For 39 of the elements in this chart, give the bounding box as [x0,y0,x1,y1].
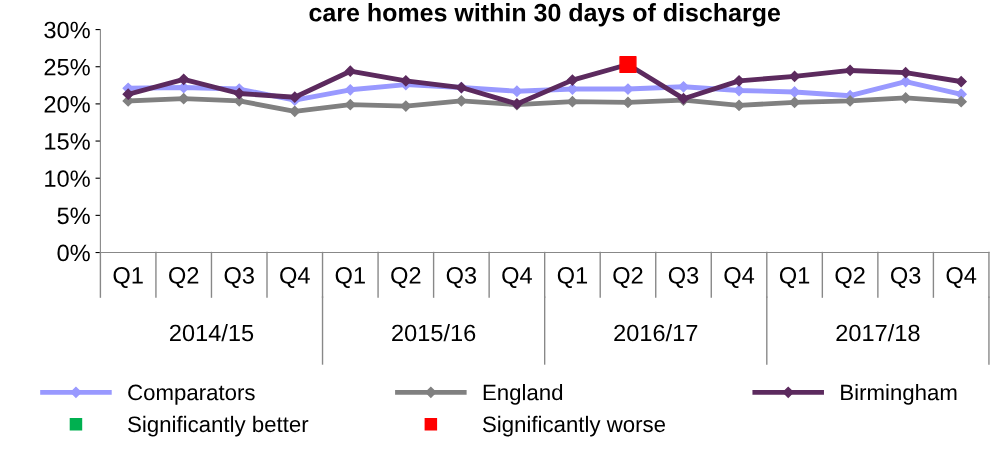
x-tick-label: Q1 [335,267,365,288]
x-tick-label: Q1 [557,267,588,288]
y-tick-label: 25% [44,58,90,76]
x-tick-label: Q3 [446,267,477,288]
point [566,74,579,86]
legend-label: England [483,384,563,405]
legend-label: Comparators [128,384,255,405]
x-tick-label: Q4 [280,267,310,288]
text: 2014/15 [169,324,254,342]
x-tick-label: Q4 [502,267,532,288]
legend-label: Birmingham [841,384,957,405]
y-tick-label: 20% [44,95,90,113]
legend-label: Significantly worse [482,415,665,437]
chart-title: care homes within 30 days of discharge [309,3,781,27]
y-tick-label: 30% [44,21,90,39]
x-tick-label: Q1 [113,267,143,288]
x-tick-label: Q3 [668,267,699,288]
point [344,65,356,77]
y-tick-label: 15% [45,133,90,150]
text: 2016/17 [614,324,698,342]
legend-label: Significantly better [128,415,309,437]
x-tick-label: Q2 [169,267,199,288]
point [233,87,245,100]
x-tick-label: Q2 [613,267,643,288]
x-tick-label: Q3 [891,267,921,288]
x-tick-label: Q2 [391,267,421,288]
point [344,84,356,96]
point [178,73,190,85]
y-tick-label: 0% [57,244,90,262]
x-tick-label: Q2 [835,267,865,288]
text: 2015/16 [392,324,476,342]
x-tick-label: Q3 [224,267,254,288]
text: 2017/18 [836,324,920,342]
x-tick-label: Q4 [724,267,755,288]
x-tick-label: Q1 [779,267,810,288]
x-tick-label: Q4 [946,267,977,288]
y-tick-label: 5% [57,207,90,225]
y-tick-label: 10% [45,170,90,187]
point [122,88,134,100]
